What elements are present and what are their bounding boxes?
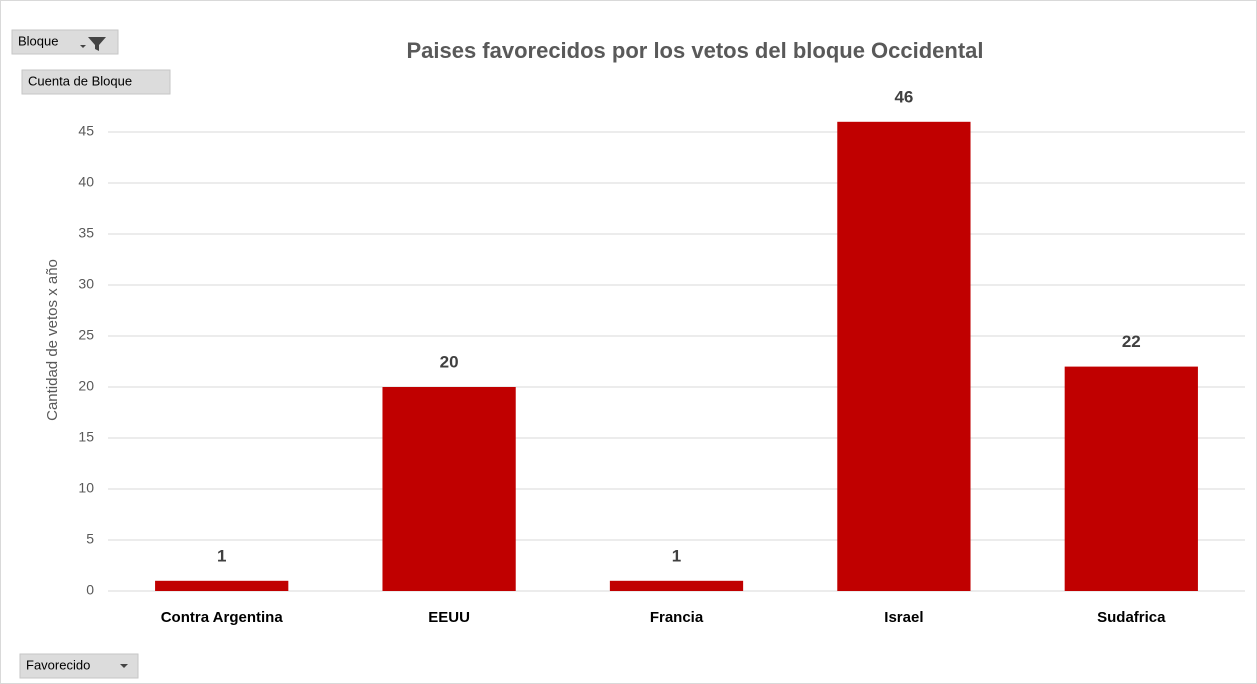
button-bg (19, 653, 139, 679)
y-axis-label: Cantidad de vetos x año (44, 259, 61, 421)
x-tick-label: EEUU (428, 609, 470, 626)
data-label: 22 (1122, 332, 1141, 351)
filter-icon (88, 37, 106, 51)
y-tick-label: 35 (78, 225, 94, 241)
x-tick-label: Contra Argentina (161, 609, 284, 626)
x-tick-label: Sudafrica (1097, 609, 1166, 626)
y-tick-label: 25 (78, 327, 94, 343)
y-tick-label: 5 (86, 531, 94, 547)
bar (1064, 366, 1198, 591)
y-tick-label: 0 (86, 582, 94, 598)
dropdown-icon (120, 664, 128, 668)
bar (609, 580, 744, 591)
data-label: 1 (672, 546, 681, 565)
data-label: 46 (894, 87, 913, 106)
axis-button[interactable]: Favorecido (19, 653, 139, 679)
button-label: Bloque (18, 33, 58, 48)
y-tick-label: 10 (78, 480, 94, 496)
button-label: Favorecido (26, 657, 90, 672)
bar (382, 387, 516, 591)
x-tick-label: Francia (650, 609, 704, 626)
filter-button[interactable]: Bloque (11, 29, 119, 55)
y-tick-label: 40 (78, 174, 94, 190)
data-label: 1 (217, 546, 226, 565)
y-tick-label: 20 (78, 378, 94, 394)
bar (837, 121, 971, 592)
y-tick-label: 45 (78, 123, 94, 139)
x-tick-label: Israel (884, 609, 923, 626)
dropdown-icon (80, 45, 86, 48)
chart-title: Paises favorecidos por los vetos del blo… (406, 38, 983, 63)
bar (155, 580, 289, 591)
button-label: Cuenta de Bloque (28, 73, 132, 88)
values-button[interactable]: Cuenta de Bloque (21, 69, 171, 95)
data-label: 20 (440, 352, 459, 371)
y-tick-label: 15 (78, 429, 94, 445)
button-bg (21, 69, 171, 95)
y-tick-label: 30 (78, 276, 94, 292)
